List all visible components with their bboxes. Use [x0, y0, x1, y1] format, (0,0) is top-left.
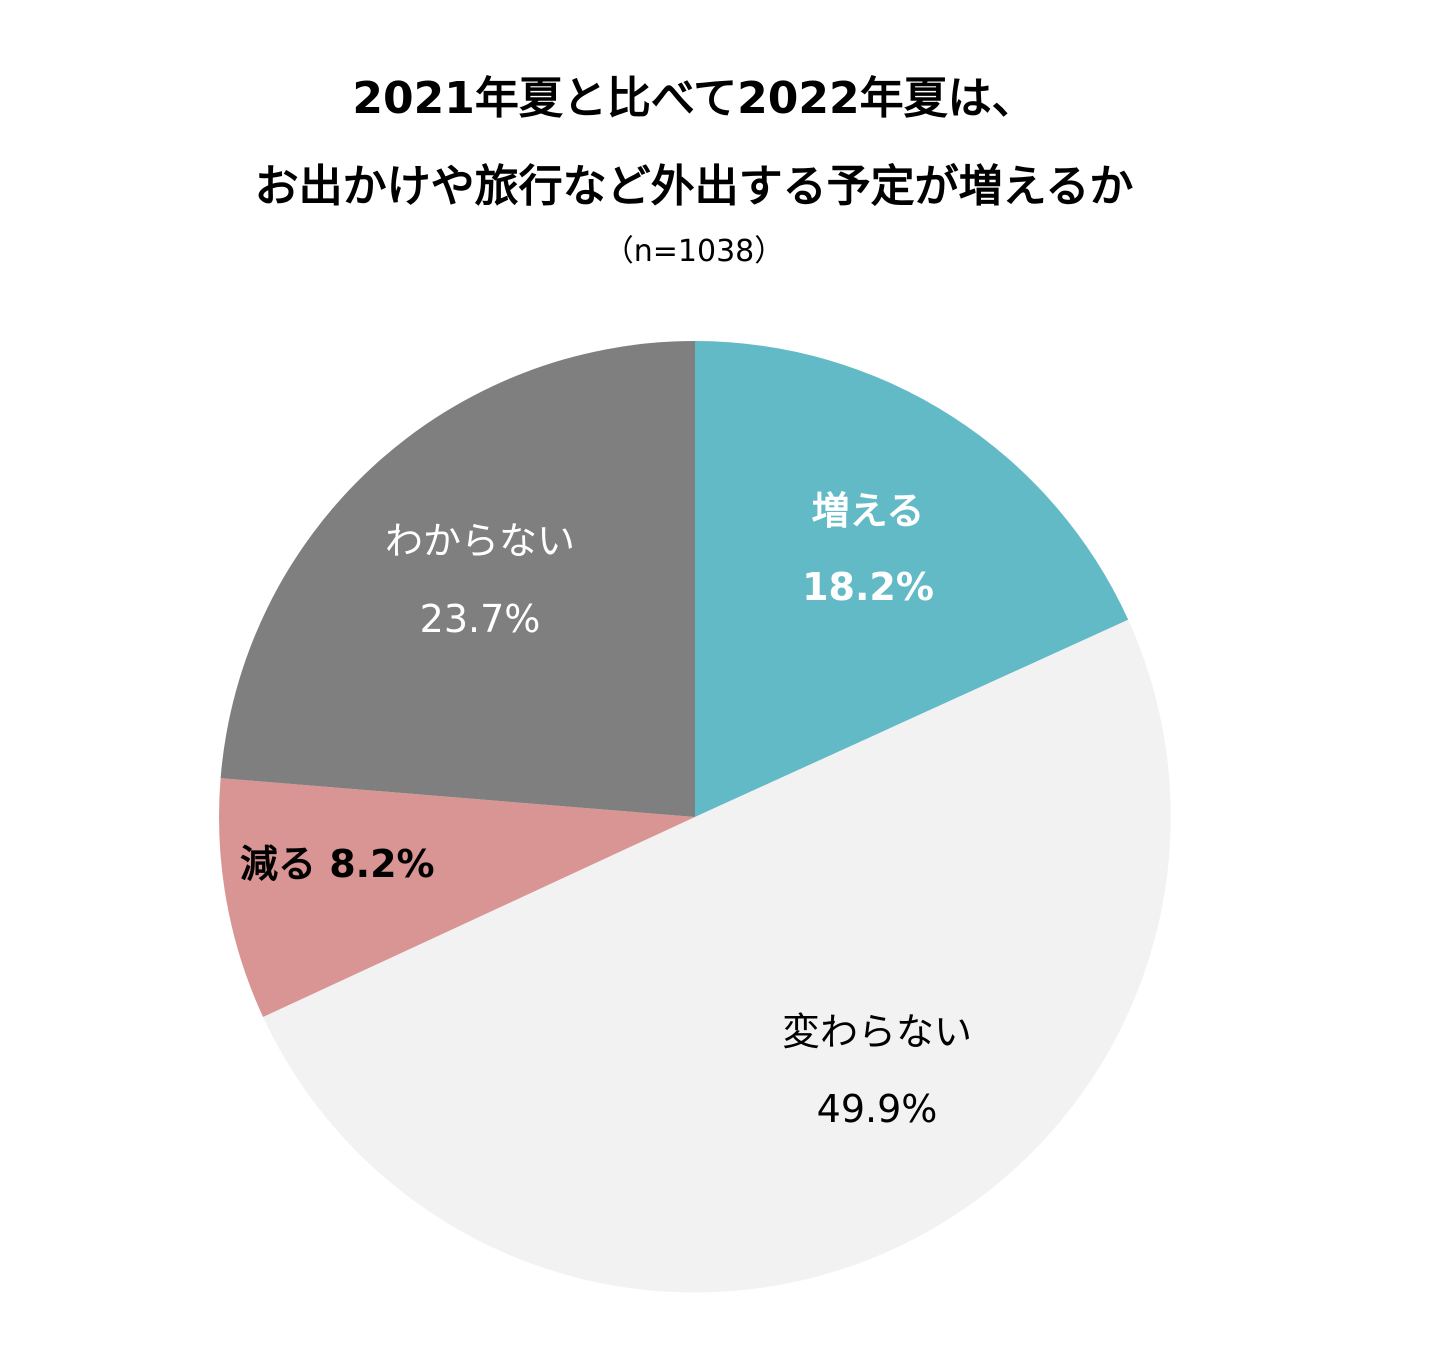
slice-value-label-4: 23.7% — [420, 597, 541, 641]
slice-label-4: わからない — [385, 519, 575, 563]
chart-title-line-1: 2021年夏と比べて2022年夏は、 — [352, 73, 1036, 124]
slice-value-label-2: 49.9% — [817, 1087, 938, 1131]
pie-slice-3 — [219, 778, 696, 1017]
slice-category-3: 減る — [240, 842, 329, 886]
pie-slice-1 — [695, 341, 1129, 817]
pie-slice-4 — [220, 341, 695, 817]
slice-label-2: 変わらない — [782, 1010, 972, 1054]
chart-sample-size: （n=1038） — [603, 234, 785, 269]
slice-label-3: 減る 8.2% — [240, 842, 435, 886]
chart-title-line-2: お出かけや旅行など外出する予定が増えるか — [254, 161, 1134, 212]
pie-labels: 増える 18.2% 変わらない 49.9% 減る 8.2% わからない 23.7% — [240, 489, 972, 1131]
slice-label-1: 増える — [812, 489, 925, 533]
slice-value-label-1: 18.2% — [802, 565, 934, 609]
slice-value-label-3: 8.2% — [329, 842, 434, 886]
pie-slice-2 — [263, 619, 1171, 1293]
pie-slices — [219, 341, 1171, 1293]
